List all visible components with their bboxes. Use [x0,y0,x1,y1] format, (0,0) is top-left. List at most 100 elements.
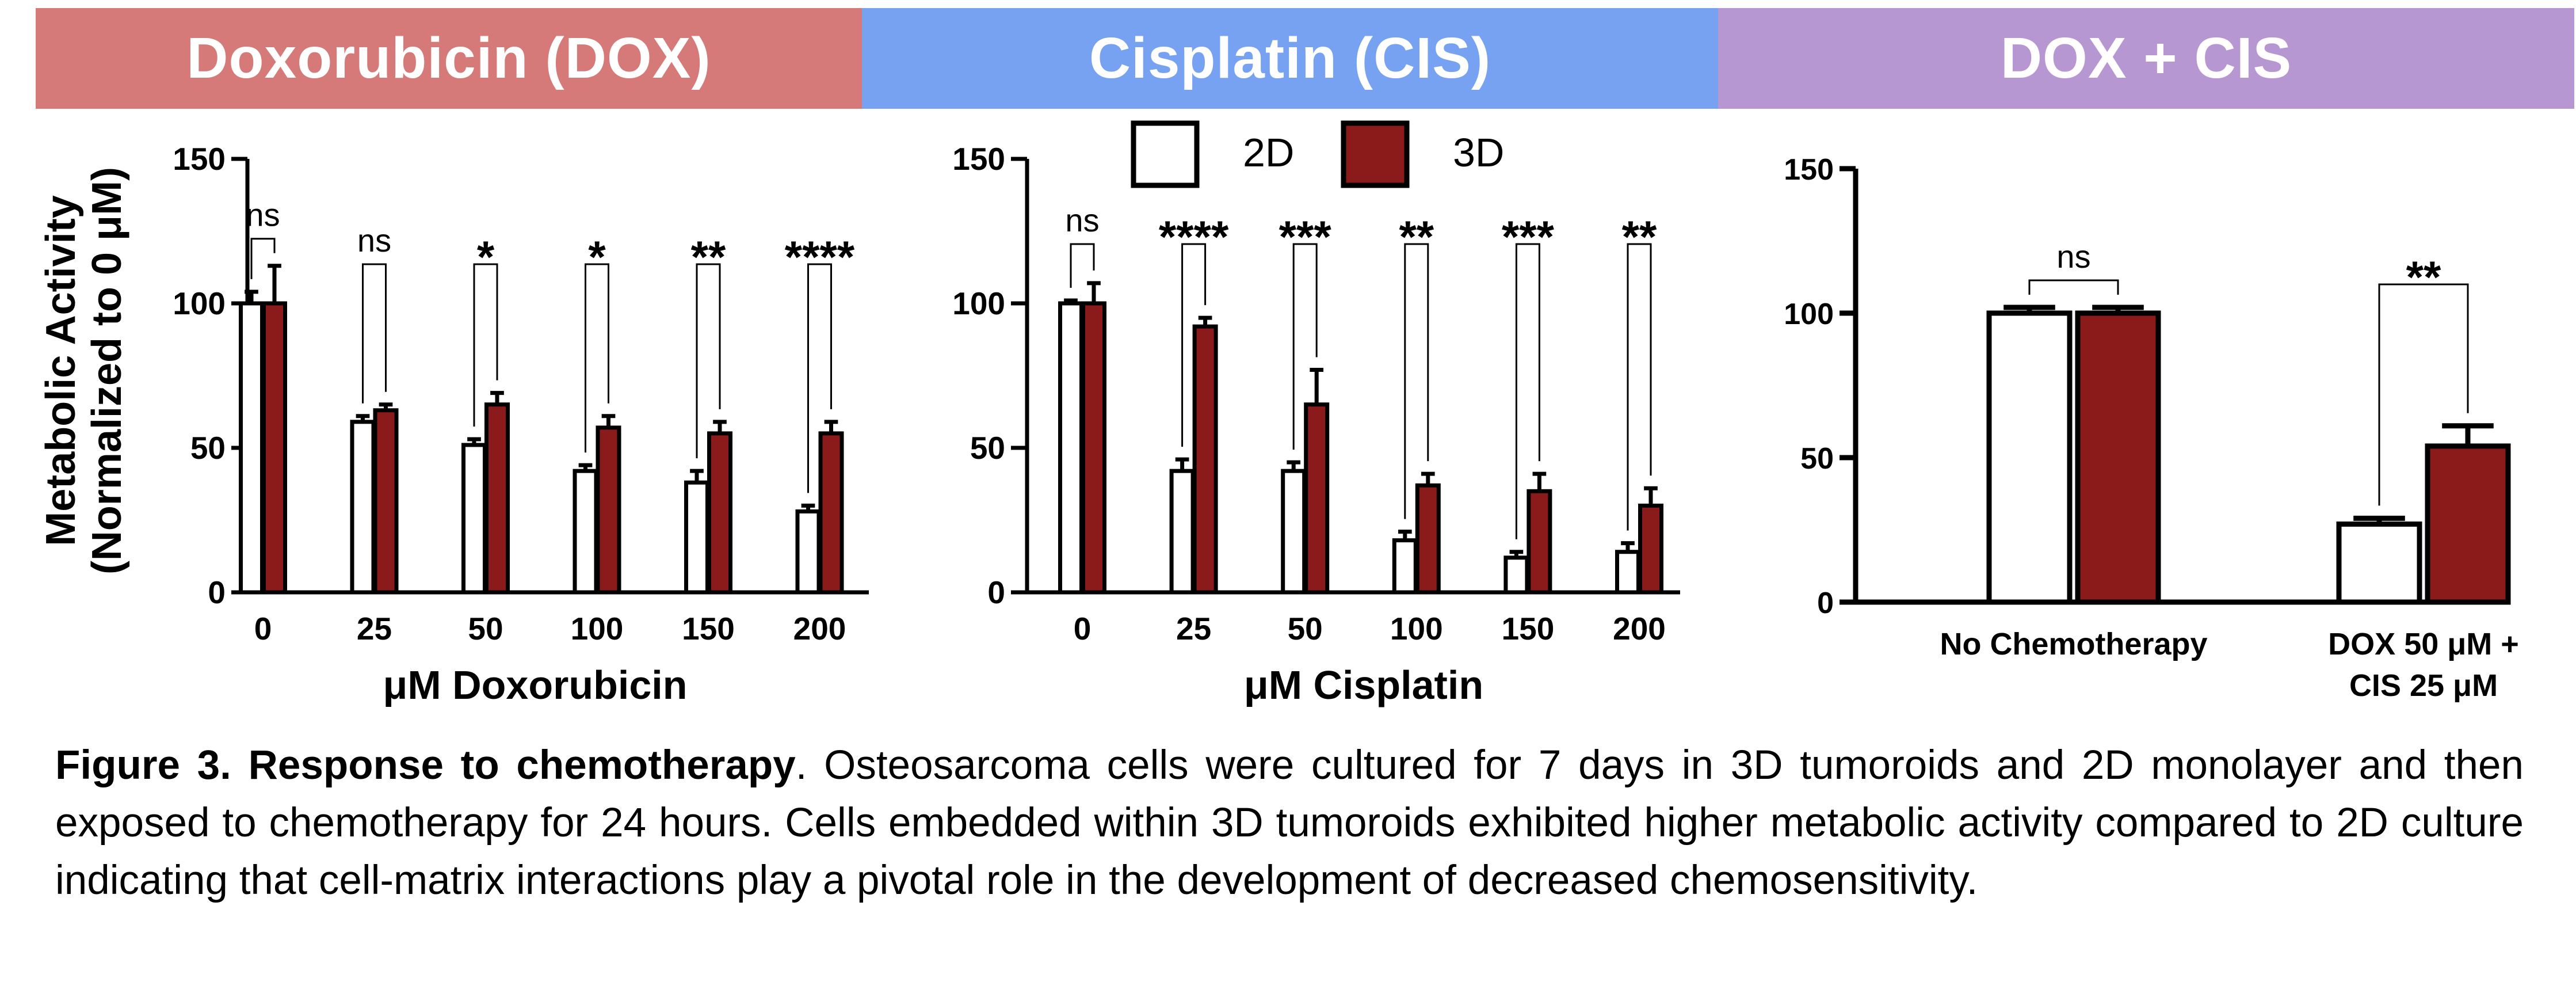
caption-title: Figure 3. Response to chemotherapy [55,743,796,788]
significance-label: ** [1399,211,1434,262]
x-tick-label: 25 [1176,611,1211,646]
significance-label: * [588,231,606,282]
header-cisplatin: Cisplatin (CIS) [862,8,1718,109]
x-axis-title: μM Cisplatin [1244,663,1483,707]
bar-2d [1058,301,1083,595]
bar-2d [1281,469,1307,595]
significance-bracket [1292,243,1318,450]
bar-3d [1081,301,1106,595]
x-tick-label: No Chemotherapy [1940,627,2207,661]
x-tick-label: 50 [468,611,503,646]
bar-2d [795,509,821,595]
significance-bracket [807,263,832,493]
y-tick-label: 0 [208,574,226,610]
y-tick-label: 100 [1784,298,1834,331]
significance-label: * [477,231,495,282]
bar-2d [2336,521,2422,605]
y-tick-label: 0 [987,574,1005,610]
y-axis-title: Metabolic Activity (Normalized to 0 μM) [38,167,130,574]
legend-swatch-3d [1341,120,1410,188]
bar-3d [1415,483,1441,595]
chart-panel-3: 0 50 100 150 ns No Chemotherapy ** DOX 50 μM + C… [1784,153,2519,703]
y-tick-label: 150 [1784,153,1834,187]
bar-3d [707,431,732,595]
x-tick-label: 25 [357,611,392,646]
significance-bracket [250,238,276,279]
bar-3d [1304,402,1330,595]
significance-label: **** [785,231,855,282]
bar-2d [1615,550,1640,595]
bar-2d [461,443,487,595]
bar-3d [2425,443,2511,605]
significance-label: *** [1502,211,1555,262]
significance-label: ns [357,222,391,258]
y-tick-label: 150 [952,141,1005,177]
x-tick-label: CIS 25 μM [2349,668,2498,703]
significance-label: ns [246,197,280,233]
significance-bracket [1515,243,1540,539]
x-tick-label: 0 [254,611,272,646]
significance-bracket [473,263,498,427]
x-tick-label: 200 [1613,611,1666,646]
y-tick-label: 100 [952,286,1005,321]
figure-caption: Figure 3. Response to chemotherapy. Oste… [55,737,2524,910]
y-tick-label: 50 [190,430,226,466]
significance-label: ** [2406,252,2441,302]
y-tick-label: 100 [173,286,226,321]
legend: 2D 3D [1131,120,1504,188]
significance-bracket [1181,243,1207,447]
bar-3d [1526,489,1552,595]
significance-label: ns [1065,202,1099,238]
y-tick-label: 150 [173,141,226,177]
x-tick-label: 150 [1502,611,1555,646]
bar-3d [484,402,510,595]
header-dox-cis: DOX + CIS [1718,8,2574,109]
significance-bracket [1070,243,1095,288]
y-tick-label: 0 [1817,587,1834,620]
significance-label: **** [1159,211,1229,262]
significance-bracket [362,263,387,404]
bar-3d [1192,324,1218,595]
bar-3d [2075,310,2161,605]
bar-2d [1986,310,2073,605]
bar-2d [1169,469,1195,595]
bar-2d [239,301,264,595]
bar-2d [684,480,709,595]
y-axis-title-line: Metabolic Activity [38,195,84,546]
bar-2d [1392,538,1418,595]
bar-2d [1503,555,1529,595]
x-tick-label: 150 [682,611,735,646]
significance-bracket [1404,243,1429,519]
legend-label: 3D [1453,130,1504,175]
bar-3d [1638,503,1663,595]
bar-2d [573,469,598,595]
significance-label: ** [1622,211,1657,262]
bar-3d [262,301,287,595]
legend-label: 2D [1243,130,1294,175]
panel-header-bar: Doxorubicin (DOX) Cisplatin (CIS) DOX + … [36,8,2574,109]
x-tick-label: DOX 50 μM + [2328,627,2519,661]
y-tick-label: 50 [970,430,1005,466]
x-axis-title: μM Doxorubicin [383,663,688,707]
header-doxorubicin: Doxorubicin (DOX) [36,8,862,109]
x-tick-label: 100 [571,611,624,646]
chart-panel-2: 0 50 100 150 ns 0 **** 25 *** 50 ** 100 *** 150 ** 200 μ… [952,141,1680,707]
significance-label: ** [691,231,726,282]
y-tick-label: 50 [1800,442,1834,475]
bar-3d [818,431,844,595]
significance-bracket [2028,279,2119,295]
significance-bracket [696,263,721,459]
significance-bracket [585,263,609,453]
x-tick-label: 200 [793,611,846,646]
chart-panel-1: 0 50 100 150 ns 0 ns 25 * 50 * 100 ** 150 **** 200 μM Do… [173,141,869,707]
y-axis-title-line: (Normalized to 0 μM) [84,167,130,574]
bar-3d [596,425,621,595]
bar-2d [350,420,376,595]
significance-label: ns [2056,238,2090,275]
significance-label: *** [1279,211,1332,262]
significance-bracket [2378,283,2469,506]
x-tick-label: 0 [1074,611,1092,646]
legend-swatch-2d [1131,120,1200,188]
bar-3d [373,408,399,595]
